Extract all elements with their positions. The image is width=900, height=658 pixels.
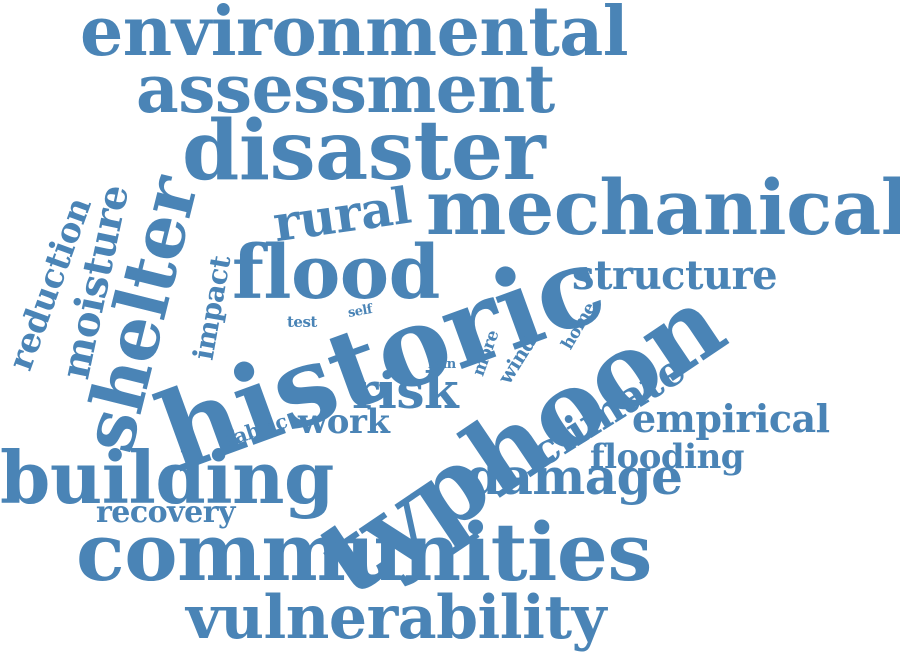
word-self: self [346,302,374,321]
word-disaster: disaster [182,103,546,199]
word-risk: risk [352,361,459,420]
word-vulnerability: vulnerability [186,583,606,653]
word-mechanical: mechanical [426,163,900,252]
word-flooding: flooding [590,437,745,477]
word-flood: flood [232,230,440,316]
word-recovery: recovery [96,495,235,530]
word-work: work [298,402,390,442]
word-building: building [0,435,334,520]
word-environmental: environmental [80,0,629,72]
word-test: test [287,313,317,331]
word-assessment: assessment [136,50,555,128]
word-communities: communities [76,505,652,599]
word-impact: impact [186,253,238,363]
word-damage: damage [466,447,683,506]
word-structure: structure [572,252,778,299]
word-empirical: empirical [632,396,830,441]
word-rain: rain [428,357,456,372]
